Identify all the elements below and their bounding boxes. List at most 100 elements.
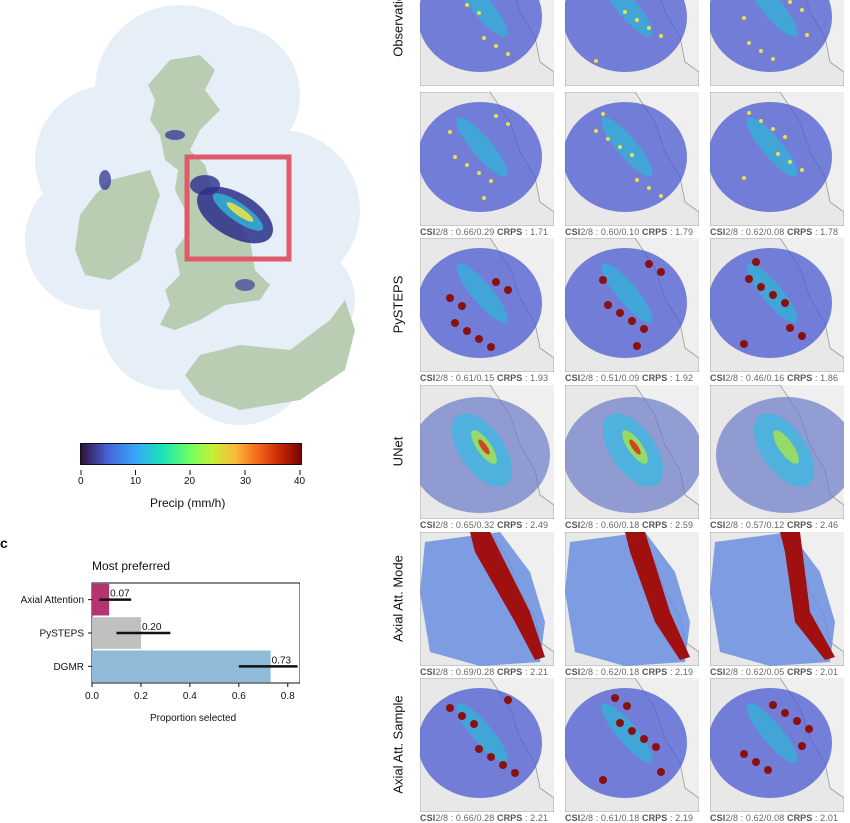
- colorbar-tick-label: 40: [294, 476, 306, 487]
- crps-label: CRPS: [786, 667, 813, 677]
- category-label: DGMR: [53, 662, 84, 673]
- precip-cell: [781, 709, 789, 717]
- precip-field: [420, 0, 542, 72]
- precip-cell: [647, 186, 651, 190]
- precip-cell: [798, 742, 806, 750]
- csi-label: CSI: [420, 667, 436, 677]
- csi-value: 2/8 : 0.61/0.18: [580, 813, 642, 823]
- forecast-tile: [565, 678, 699, 812]
- precip-cell: [616, 309, 624, 317]
- crps-label: CRPS: [641, 373, 668, 383]
- precip-field: [565, 102, 687, 212]
- precip-field: [710, 248, 832, 358]
- forecast-tile-image: [420, 0, 554, 86]
- precip-cell: [448, 130, 452, 134]
- forecast-tile-image: [565, 385, 699, 519]
- forecast-tile: [710, 0, 844, 86]
- crps-label: CRPS: [496, 520, 523, 530]
- crps-value: : 1.79: [667, 227, 694, 237]
- precip-cell: [793, 717, 801, 725]
- bar-chart: 0.07 Axial Attention 0.20 PySTEPS 0.73 DGMR 0.…: [21, 582, 300, 702]
- precip-cell: [657, 268, 665, 276]
- forecast-tile: [565, 92, 699, 226]
- crps-label: CRPS: [496, 667, 523, 677]
- forecast-tile-image: [710, 678, 844, 812]
- precip-cell: [465, 163, 469, 167]
- crps-label: CRPS: [786, 813, 813, 823]
- precip-cell: [494, 114, 498, 118]
- precip-field: [420, 532, 545, 666]
- crps-value: : 2.19: [667, 667, 694, 677]
- csi-label: CSI: [710, 227, 726, 237]
- precip-cell: [633, 342, 641, 350]
- csi-label: CSI: [710, 520, 726, 530]
- x-tick-label: 0.8: [281, 691, 295, 702]
- forecast-tile-image: [420, 92, 554, 226]
- precip-cell: [594, 59, 598, 63]
- csi-value: 2/8 : 0.62/0.05: [725, 667, 787, 677]
- csi-value: 2/8 : 0.65/0.32: [435, 520, 497, 530]
- precip-cell: [477, 11, 481, 15]
- precip-cell: [494, 44, 498, 48]
- precip-cell: [659, 194, 663, 198]
- forecast-tile: [710, 532, 844, 666]
- precip-cell: [781, 299, 789, 307]
- precip-blob: [746, 703, 798, 763]
- precip-cell: [628, 317, 636, 325]
- precip-cell: [769, 701, 777, 709]
- precip-cell: [630, 153, 634, 157]
- crps-label: CRPS: [496, 227, 523, 237]
- precip-cell: [446, 294, 454, 302]
- csi-label: CSI: [565, 373, 581, 383]
- metric-caption: CSI2/8 : 0.46/0.16 CRPS : 1.86: [710, 373, 838, 383]
- precip-cell: [783, 135, 787, 139]
- precip-cell: [489, 179, 493, 183]
- crps-value: : 1.92: [667, 373, 694, 383]
- precip-cell: [453, 155, 457, 159]
- precip-field: [565, 532, 690, 666]
- precip-cell: [771, 127, 775, 131]
- csi-label: CSI: [710, 373, 726, 383]
- crps-value: : 1.78: [812, 227, 839, 237]
- forecast-tile: [565, 532, 699, 666]
- precip-cell: [786, 324, 794, 332]
- forecast-tile: [565, 238, 699, 372]
- precip-field: [565, 397, 699, 513]
- precip-field: [710, 102, 832, 212]
- precip-blob: [625, 532, 690, 660]
- precip-cell: [757, 283, 765, 291]
- precip-cell: [752, 758, 760, 766]
- csi-label: CSI: [420, 520, 436, 530]
- metric-caption: CSI2/8 : 0.69/0.28 CRPS : 2.21: [420, 667, 548, 677]
- csi-label: CSI: [565, 227, 581, 237]
- precip-cell: [604, 301, 612, 309]
- metric-caption: CSI2/8 : 0.65/0.32 CRPS : 2.49: [420, 520, 548, 530]
- precip-cell: [776, 152, 780, 156]
- precip-field: [420, 248, 542, 358]
- precip-cell: [805, 33, 809, 37]
- metric-caption: CSI2/8 : 0.60/0.10 CRPS : 1.79: [565, 227, 693, 237]
- precip-cell: [745, 275, 753, 283]
- precip-blob: [601, 703, 653, 763]
- csi-value: 2/8 : 0.62/0.18: [580, 667, 642, 677]
- row-label: PySTEPS: [390, 275, 406, 334]
- x-tick-label: 0.0: [85, 691, 99, 702]
- metric-caption: CSI2/8 : 0.57/0.12 CRPS : 2.46: [710, 520, 838, 530]
- forecast-tile-image: [420, 532, 554, 666]
- precip-cell: [477, 171, 481, 175]
- forecast-tile: [565, 0, 699, 86]
- precip-cell: [788, 0, 792, 4]
- precip-cell: [475, 335, 483, 343]
- precip-cell: [659, 34, 663, 38]
- precip-field: [420, 688, 542, 798]
- precip-cell: [742, 16, 746, 20]
- metric-caption: CSI2/8 : 0.66/0.29 CRPS : 1.71: [420, 227, 548, 237]
- metric-caption: CSI2/8 : 0.51/0.09 CRPS : 1.92: [565, 373, 693, 383]
- forecast-tile-image: [565, 0, 699, 86]
- precip-cell: [764, 766, 772, 774]
- precip-cell: [506, 122, 510, 126]
- forecast-grid: Observations CSI2/8 : 0.66/0.29 CRPS : 1.…: [390, 0, 850, 823]
- colorbar-tick-label: 0: [78, 476, 84, 487]
- precip-cell: [759, 119, 763, 123]
- precip-cell: [470, 720, 478, 728]
